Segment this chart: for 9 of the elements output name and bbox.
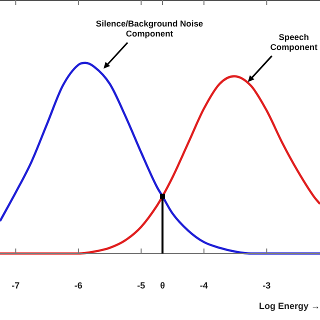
x-axis-title: Log Energy → bbox=[258, 301, 320, 312]
x-tick-label: -6 bbox=[74, 280, 82, 290]
annotation: Speech Component bbox=[270, 32, 318, 52]
x-tick-label: -5 bbox=[137, 280, 146, 290]
x-tick-label: θ bbox=[160, 280, 166, 290]
annotation: Silence/Background Noise Component bbox=[96, 18, 204, 39]
x-tick-label: -7 bbox=[12, 280, 20, 290]
x-tick-label: -3 bbox=[262, 280, 271, 290]
x-tick-label: -4 bbox=[200, 280, 208, 290]
